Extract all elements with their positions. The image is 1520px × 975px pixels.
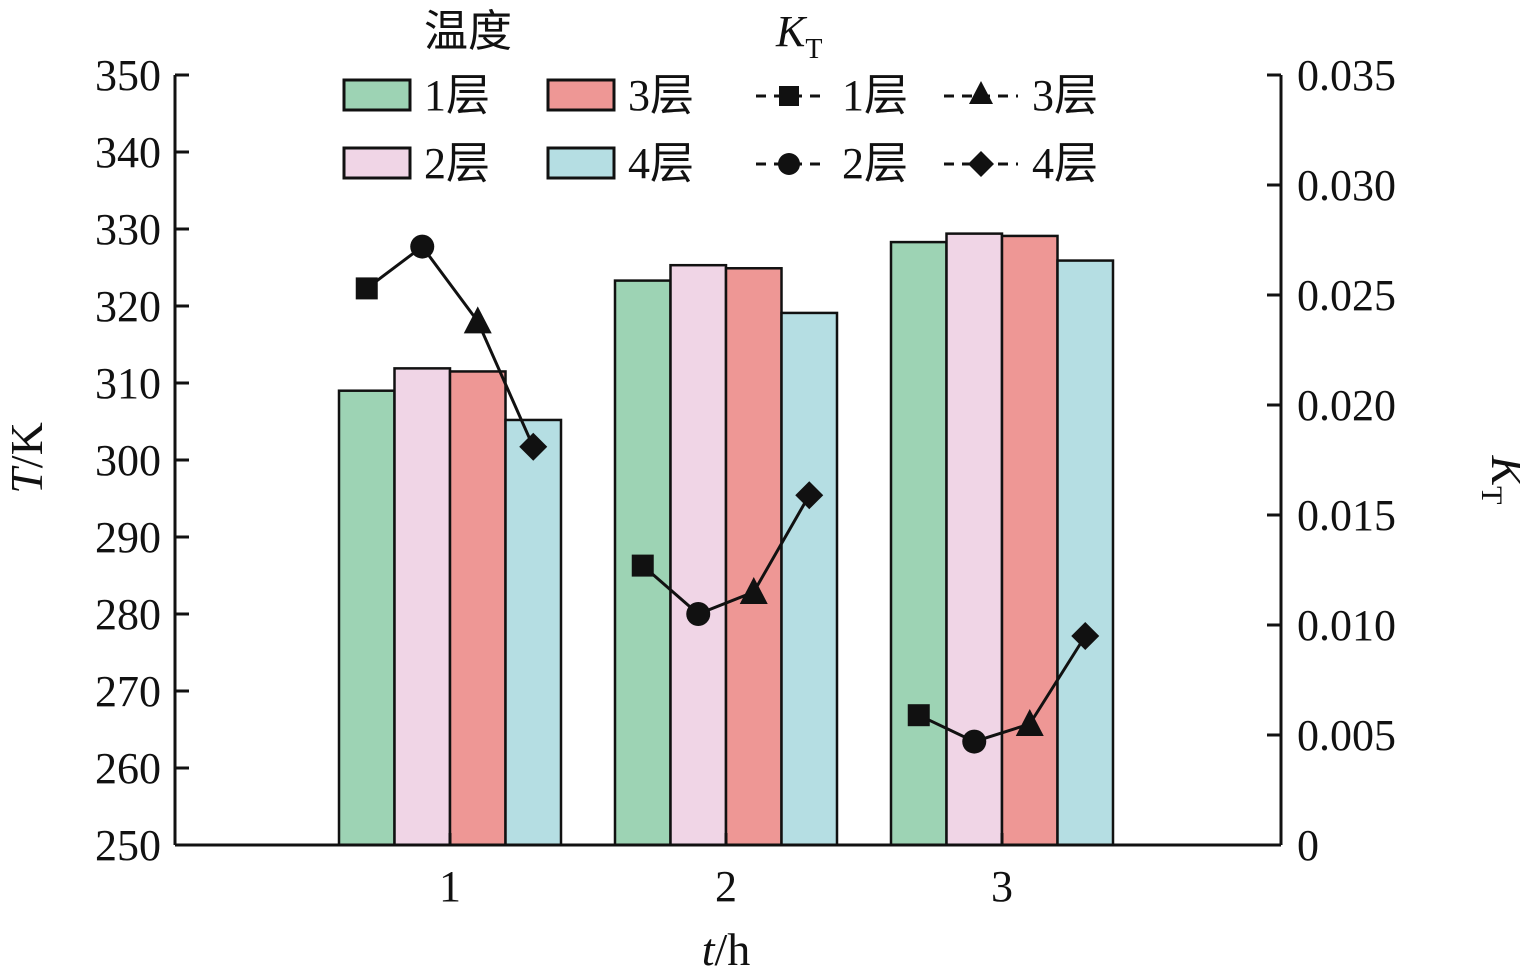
kt-marker-t3-3层 bbox=[1015, 709, 1044, 736]
legend-line-title-main: K bbox=[775, 7, 808, 56]
right-tick-label: 0.035 bbox=[1297, 51, 1396, 100]
right-tick-label: 0.015 bbox=[1297, 491, 1396, 540]
kt-line-t1 bbox=[365, 244, 535, 448]
bar-t3-4层 bbox=[1056, 259, 1115, 847]
legend-label-line-2: 2层 bbox=[842, 139, 908, 188]
left-tick-label: 310 bbox=[95, 359, 161, 408]
left-tick-label: 300 bbox=[95, 436, 161, 485]
legend-bar-title: 温度 bbox=[424, 7, 512, 56]
bar-t1-3层 bbox=[448, 370, 507, 847]
bar-t1-2层 bbox=[393, 367, 452, 847]
left-tick-label: 250 bbox=[95, 821, 161, 870]
left-tick-label: 280 bbox=[95, 590, 161, 639]
x-axis-title-var: t bbox=[702, 924, 716, 975]
bars bbox=[337, 232, 1115, 847]
right-tick-label: 0.010 bbox=[1297, 601, 1396, 650]
kt-marker-t1-2层 bbox=[410, 234, 435, 259]
legend-swatch-bar-4 bbox=[546, 146, 616, 180]
legend-line-title-sub: T bbox=[805, 34, 822, 65]
legend-swatch-bar-1 bbox=[342, 78, 412, 112]
right-tick-label: 0.005 bbox=[1297, 711, 1396, 760]
kt-line-t3 bbox=[918, 635, 1087, 744]
bar-t3-1层 bbox=[889, 240, 948, 847]
right-tick-label: 0.030 bbox=[1297, 161, 1396, 210]
bar-t2-2层 bbox=[669, 263, 728, 847]
kt-marker-t1-1层 bbox=[355, 277, 378, 300]
legend-label-line-1: 1层 bbox=[842, 71, 908, 120]
legend-label-line-3: 3层 bbox=[1032, 71, 1098, 120]
legend-marker-circle bbox=[778, 153, 800, 175]
left-tick-label: 350 bbox=[95, 51, 161, 100]
left-tick-label: 290 bbox=[95, 513, 161, 562]
left-axis-title-var: T bbox=[1, 465, 52, 494]
right-axis-title-sub: T bbox=[1475, 486, 1508, 504]
legend-swatch-bar-3 bbox=[546, 78, 616, 112]
x-tick-label: 3 bbox=[991, 862, 1013, 911]
kt-marker-t3-1层 bbox=[907, 704, 930, 727]
legend-label-bar-2: 2层 bbox=[424, 139, 490, 188]
legend-line-title: KT bbox=[775, 7, 822, 65]
left-tick-label: 260 bbox=[95, 744, 161, 793]
legend-swatch-bar-2 bbox=[342, 146, 412, 180]
legend-marker-triangle bbox=[969, 81, 993, 104]
legend-label-bar-3: 3层 bbox=[628, 71, 694, 120]
kt-line-t2 bbox=[641, 494, 811, 616]
legend-label-bar-1: 1层 bbox=[424, 71, 490, 120]
right-tick-label: 0 bbox=[1297, 821, 1319, 870]
kt-marker-t2-3层 bbox=[739, 577, 768, 604]
legend: 温度 KT 1层 3层 2层 4层 1层 3层 2层 4层 bbox=[342, 7, 1098, 188]
right-tick-label: 0.025 bbox=[1297, 271, 1396, 320]
kt-marker-t1-3层 bbox=[463, 306, 492, 334]
left-tick-label: 330 bbox=[95, 205, 161, 254]
legend-marker-diamond bbox=[968, 151, 994, 177]
right-tick-label: 0.020 bbox=[1297, 381, 1396, 430]
kt-marker-t3-2层 bbox=[962, 729, 987, 754]
left-tick-label: 270 bbox=[95, 667, 161, 716]
kt-marker-t2-1层 bbox=[631, 554, 654, 577]
axes: 250 260 270 280 290 300 310 320 330 340 350 0 0.005 0… bbox=[95, 51, 1396, 911]
x-axis-title: t/h bbox=[702, 924, 751, 975]
kt-lines bbox=[355, 234, 1100, 754]
x-tick-label: 2 bbox=[715, 862, 737, 911]
legend-label-line-4: 4层 bbox=[1032, 139, 1098, 188]
left-axis-title: T/K bbox=[1, 422, 52, 494]
left-tick-label: 320 bbox=[95, 282, 161, 331]
bar-t2-3层 bbox=[724, 267, 783, 847]
legend-marker-square bbox=[779, 86, 799, 106]
bar-t2-4层 bbox=[780, 311, 839, 847]
left-tick-label: 340 bbox=[95, 128, 161, 177]
left-axis-title-unit: /K bbox=[1, 422, 52, 468]
right-axis-title: KT bbox=[1475, 454, 1520, 504]
x-tick-label: 1 bbox=[439, 862, 461, 911]
bar-t1-1层 bbox=[337, 389, 396, 847]
x-axis-title-unit: /h bbox=[715, 924, 751, 975]
bar-t3-3层 bbox=[1000, 234, 1059, 847]
kt-marker-t1-4层 bbox=[519, 432, 548, 461]
legend-label-bar-4: 4层 bbox=[628, 139, 694, 188]
bar-t1-4层 bbox=[504, 418, 563, 847]
kt-marker-t2-2层 bbox=[686, 602, 711, 626]
kt-marker-t2-4层 bbox=[795, 481, 824, 510]
right-axis-title-var: K bbox=[1482, 454, 1520, 488]
kt-marker-t3-4层 bbox=[1071, 622, 1100, 650]
